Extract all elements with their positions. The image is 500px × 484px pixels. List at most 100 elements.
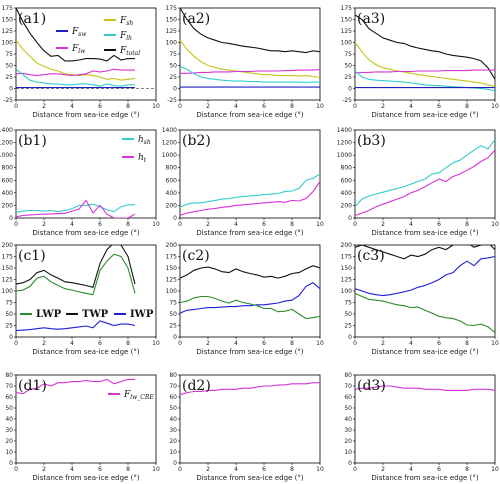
- y-tick-label: 200: [2, 202, 14, 209]
- y-tick-label: 20: [5, 438, 13, 445]
- x-tick-label: 2: [206, 340, 210, 347]
- x-tick-label: 2: [206, 466, 210, 473]
- y-tick-label: 1000: [337, 152, 352, 159]
- x-tick-label: 2: [381, 103, 385, 110]
- y-tick-label: 150: [341, 265, 353, 272]
- panel-label: (a2): [182, 11, 210, 27]
- x-tick-label: 4: [234, 103, 238, 110]
- x-tick-label: 4: [70, 221, 74, 228]
- legend-label-ht: ht: [138, 153, 147, 164]
- y-tick-label: -25: [3, 97, 13, 104]
- y-tick-label: 25: [5, 323, 13, 330]
- x-tick-label: 4: [234, 466, 238, 473]
- y-tick-label: 75: [5, 300, 13, 307]
- x-axis-label: Distance from sea-ice edge (°): [196, 229, 303, 237]
- y-tick-label: 50: [344, 405, 352, 412]
- y-tick-label: 20: [344, 438, 352, 445]
- series-Flw: [16, 68, 135, 77]
- x-tick-label: 8: [290, 221, 294, 228]
- x-tick-label: 6: [262, 466, 266, 473]
- panel-c3: 0 25 50 75 100 125 150 175 200 0 2 4 6 8 10 Distance fr…: [341, 242, 499, 356]
- x-tick-label: 10: [316, 340, 324, 347]
- x-tick-label: 4: [70, 340, 74, 347]
- legend-label-Flh: Flh: [119, 31, 132, 42]
- y-tick-label: 30: [169, 427, 177, 434]
- x-tick-label: 2: [206, 103, 210, 110]
- y-tick-label: 200: [166, 242, 178, 249]
- panel-label: (c1): [18, 248, 46, 264]
- series-TWP: [16, 245, 136, 288]
- panel-label: (a3): [357, 11, 385, 27]
- y-tick-label: 40: [344, 416, 352, 423]
- y-tick-label: 0: [9, 215, 13, 222]
- x-tick-label: 4: [409, 221, 413, 228]
- y-tick-label: 40: [5, 416, 13, 423]
- y-tick-label: 0: [173, 215, 177, 222]
- y-tick-label: 1000: [0, 152, 13, 159]
- y-tick-label: 0: [9, 86, 13, 93]
- y-tick-label: 1200: [337, 140, 352, 147]
- y-tick-label: 75: [169, 51, 177, 58]
- x-tick-label: 10: [316, 221, 324, 228]
- series-ht: [355, 149, 495, 217]
- y-tick-label: 50: [5, 311, 13, 318]
- x-tick-label: 0: [178, 103, 182, 110]
- panel-c1: 0 25 50 75 100 125 150 175 200 0 2 4 6 8 10 Distance fr…: [2, 242, 160, 356]
- series-Flw: [180, 69, 320, 74]
- y-tick-label: 200: [166, 202, 178, 209]
- y-tick-label: 175: [341, 254, 353, 261]
- x-tick-label: 0: [353, 466, 357, 473]
- panel-d3: 0 10 20 30 40 50 60 70 80 0 2 4 6 8 10 Distance from se…: [344, 372, 499, 482]
- y-tick-label: 50: [169, 311, 177, 318]
- legend-label-TWP: TWP: [82, 309, 109, 320]
- y-tick-label: 150: [2, 265, 14, 272]
- x-axis-label: Distance from sea-ice edge (°): [371, 348, 478, 356]
- y-tick-label: 50: [5, 63, 13, 70]
- legend-label-LWP: LWP: [36, 309, 62, 320]
- legend-label-Flw_CRE: Flw_CRE: [123, 390, 154, 401]
- x-tick-label: 4: [409, 466, 413, 473]
- series-Flw_CRE: [16, 378, 135, 395]
- x-tick-label: 8: [290, 340, 294, 347]
- legend-label-Fsw: Fsw: [71, 27, 87, 38]
- y-tick-label: 0: [348, 215, 352, 222]
- legend-label-Flw: Flw: [71, 44, 86, 55]
- y-tick-label: 0: [173, 334, 177, 341]
- y-tick-label: 150: [341, 17, 353, 24]
- y-tick-label: 1400: [0, 127, 13, 134]
- y-tick-label: 600: [341, 177, 353, 184]
- x-axis-label: Distance from sea-ice edge (°): [196, 111, 303, 119]
- panel-label: (c3): [357, 248, 385, 264]
- y-tick-label: 80: [344, 372, 352, 379]
- x-tick-label: 0: [353, 340, 357, 347]
- legend-label-IWP: IWP: [130, 309, 154, 320]
- series-IWP: [16, 320, 136, 332]
- panel-b3: 0 200 400 600 800 1000 1200 1400 0 2 4 6 8 10 Distance…: [337, 127, 499, 237]
- x-tick-label: 10: [152, 340, 160, 347]
- y-tick-label: 10: [169, 449, 177, 456]
- y-tick-label: 100: [341, 40, 353, 47]
- series-LWP: [180, 295, 320, 320]
- x-tick-label: 6: [262, 221, 266, 228]
- y-tick-label: 800: [2, 165, 14, 172]
- x-tick-label: 10: [491, 103, 499, 110]
- panel-label: (b2): [182, 133, 211, 149]
- x-axis-label: Distance from sea-ice edge (°): [371, 111, 478, 119]
- series-TWP: [355, 245, 495, 260]
- series-ht: [16, 199, 136, 218]
- series-Flw: [355, 69, 495, 74]
- x-tick-label: 8: [126, 466, 130, 473]
- x-tick-label: 8: [126, 340, 130, 347]
- series-hsh: [355, 139, 495, 208]
- x-tick-label: 10: [491, 466, 499, 473]
- series-Flw_CRE: [355, 385, 495, 391]
- y-tick-label: 10: [5, 449, 13, 456]
- y-tick-label: 25: [344, 323, 352, 330]
- series-Ftotal: [355, 14, 495, 80]
- panel-label: (c2): [182, 248, 210, 264]
- series-Flh: [16, 68, 135, 87]
- x-tick-label: 8: [126, 103, 130, 110]
- series-LWP: [16, 253, 136, 296]
- x-tick-label: 2: [42, 221, 46, 228]
